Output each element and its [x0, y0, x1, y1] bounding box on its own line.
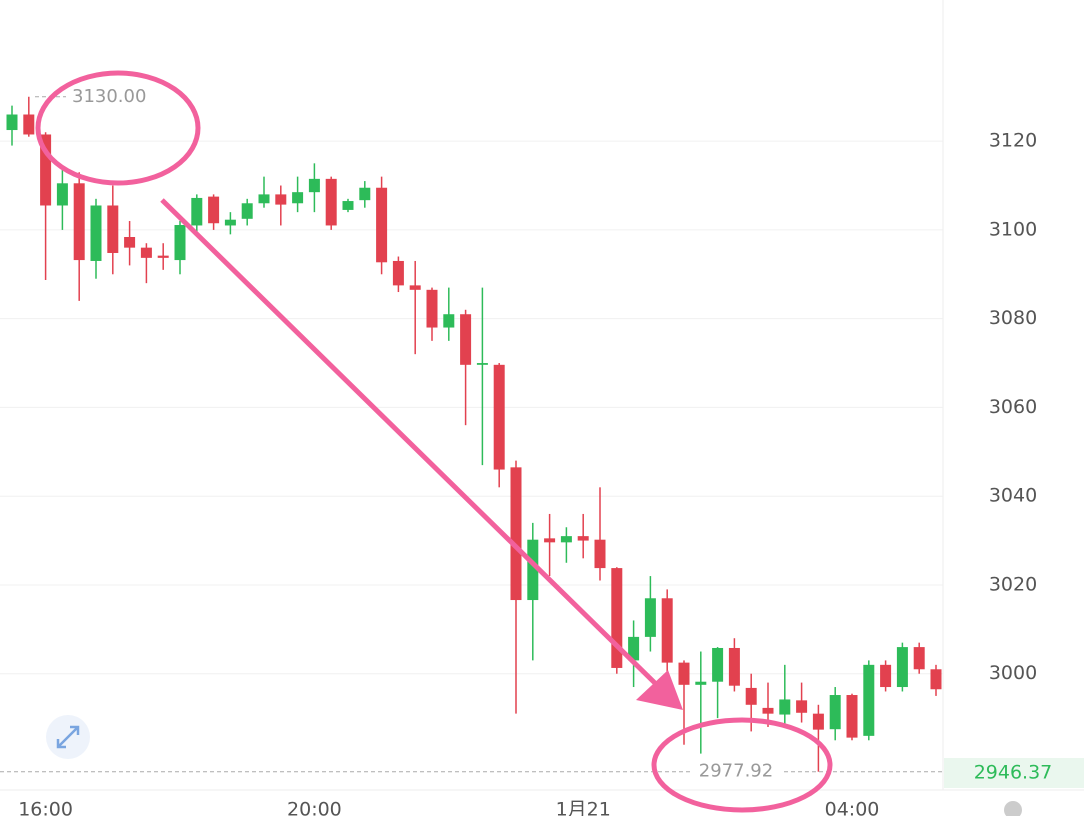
y-tick-label: 3040: [989, 485, 1037, 507]
fullscreen-button[interactable]: [46, 715, 90, 759]
candle-body: [796, 700, 808, 713]
candle-body: [224, 219, 236, 226]
y-tick-label: 3020: [989, 573, 1037, 595]
candle-body: [628, 636, 640, 661]
candle-body: [409, 285, 421, 290]
candle-body: [762, 707, 774, 714]
candle-body: [678, 662, 690, 685]
y-tick-label: 3080: [989, 307, 1037, 329]
candle-body: [40, 134, 52, 206]
annotation: [35, 70, 833, 813]
candle-body: [812, 713, 824, 730]
candle-body: [157, 255, 169, 258]
candle-body: [292, 192, 304, 204]
candle-body: [23, 114, 35, 135]
last-price-label: 2946.37: [974, 762, 1053, 784]
candle-body: [829, 695, 841, 730]
candle-body: [476, 363, 488, 365]
candle-body: [426, 289, 438, 328]
candle-body: [712, 647, 724, 682]
low-marker-label: 2977.92: [699, 761, 773, 782]
candle-body: [6, 114, 18, 131]
candle-body: [510, 467, 522, 601]
x-tick-label: 20:00: [287, 799, 342, 816]
y-tick-label: 3100: [989, 218, 1037, 240]
candle-body: [493, 364, 505, 470]
candle-body: [73, 183, 85, 261]
high-marker-label: 3130.00: [72, 86, 146, 107]
candle-body: [896, 647, 908, 688]
candle-body: [779, 699, 791, 715]
candle-body: [644, 598, 656, 637]
candle-body: [258, 194, 270, 204]
candle-body: [208, 196, 220, 224]
circle-low: [651, 717, 833, 813]
candle-body: [392, 260, 404, 286]
candle-body: [930, 669, 942, 690]
candle-body: [275, 194, 287, 205]
candle-body: [140, 247, 152, 258]
candle-body: [325, 178, 337, 226]
last-price-tag: [944, 758, 1084, 788]
candle-body: [174, 225, 186, 261]
x-tick-label: 1月21: [556, 799, 611, 816]
candle-body: [913, 647, 925, 670]
x-tick-label: 16:00: [18, 799, 73, 816]
candle-body: [880, 664, 892, 688]
candle-body: [863, 664, 875, 736]
candle-body: [443, 314, 455, 328]
candle-body: [191, 197, 203, 226]
candle-body: [359, 187, 371, 201]
grid: [0, 140, 943, 675]
candle-body: [460, 314, 472, 365]
y-tick-label: 3060: [989, 396, 1037, 418]
labels: 3000 3020 3040 3060 3080 3100 3120 16:00 20:00 1月…: [0, 86, 1084, 816]
candle-body: [107, 205, 119, 253]
candle-body: [594, 539, 606, 569]
candle-body: [241, 203, 253, 219]
candle-body: [745, 687, 757, 705]
candle-body: [661, 598, 673, 663]
candles: [6, 96, 942, 772]
candle-body: [308, 178, 320, 193]
circle-high: [35, 70, 201, 186]
arrow-line: [160, 198, 662, 690]
candle-body: [560, 536, 572, 543]
kline-icon[interactable]: [1004, 801, 1022, 816]
candle-body: [846, 695, 858, 738]
candle-body: [544, 538, 556, 543]
kline-button[interactable]: [1004, 801, 1022, 816]
x-tick-label: 04:00: [825, 799, 880, 816]
y-tick-label: 3120: [989, 130, 1037, 152]
arrow-head: [636, 670, 683, 710]
candle-body: [342, 201, 354, 210]
candle-body: [90, 205, 102, 261]
candle-body: [527, 539, 539, 601]
y-tick-label: 3000: [989, 662, 1037, 684]
candle-body: [611, 568, 623, 668]
candle-body: [124, 237, 136, 248]
candle-body: [695, 681, 707, 685]
low-marker-bg: [690, 760, 782, 783]
candle-body: [577, 536, 589, 541]
candle-body: [376, 187, 388, 263]
candle-body: [728, 647, 740, 686]
fullscreen-icon[interactable]: [56, 725, 80, 749]
candle-body: [56, 183, 68, 206]
